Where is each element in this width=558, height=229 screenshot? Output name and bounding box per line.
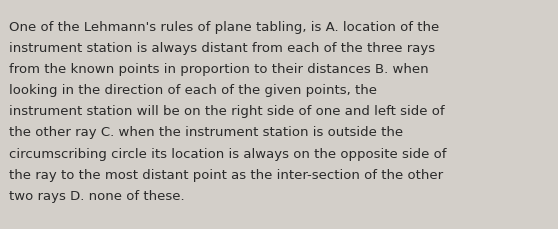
Text: circumscribing circle its location is always on the opposite side of: circumscribing circle its location is al… [9,147,446,160]
Text: looking in the direction of each of the given points, the: looking in the direction of each of the … [9,84,377,97]
Text: the other ray C. when the instrument station is outside the: the other ray C. when the instrument sta… [9,126,403,139]
Text: from the known points in proportion to their distances B. when: from the known points in proportion to t… [9,63,429,76]
Text: the ray to the most distant point as the inter-section of the other: the ray to the most distant point as the… [9,168,443,181]
Text: One of the Lehmann's rules of plane tabling, is A. location of the: One of the Lehmann's rules of plane tabl… [9,21,439,34]
Text: instrument station will be on the right side of one and left side of: instrument station will be on the right … [9,105,445,118]
Text: two rays D. none of these.: two rays D. none of these. [9,189,185,202]
Text: instrument station is always distant from each of the three rays: instrument station is always distant fro… [9,42,435,55]
